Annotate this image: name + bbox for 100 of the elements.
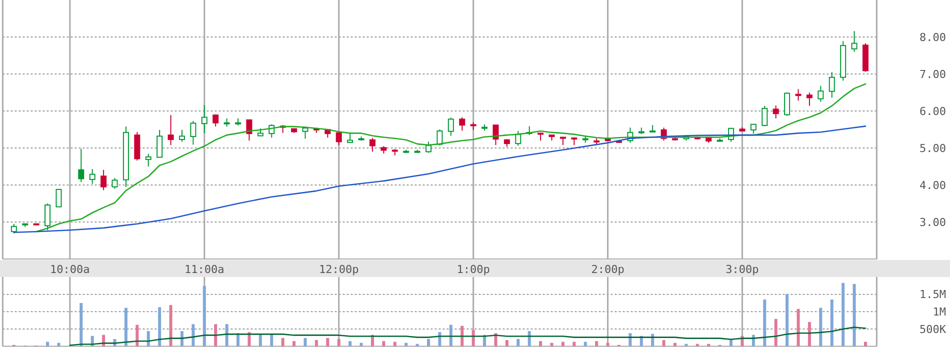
candlestick <box>178 129 185 142</box>
bar <box>774 318 778 346</box>
bar <box>214 324 218 346</box>
bar <box>258 334 262 346</box>
x-tick-label: 12:00p <box>318 263 359 276</box>
candlestick <box>828 72 835 98</box>
y-tick-label: 1M <box>932 306 946 318</box>
bar <box>584 342 587 346</box>
bar <box>696 344 699 346</box>
bar <box>169 305 172 346</box>
candlestick <box>190 120 196 146</box>
bar <box>674 342 677 346</box>
candlestick <box>168 114 174 146</box>
candlestick <box>336 132 342 146</box>
candlestick <box>156 129 163 158</box>
bar <box>819 308 822 346</box>
bar <box>270 334 274 346</box>
bar <box>842 282 845 346</box>
candlestick <box>436 129 443 146</box>
y-tick-label: 1.5M <box>920 288 946 302</box>
candlestick <box>100 169 107 191</box>
x-tick-label: 3:00p <box>726 263 759 276</box>
y-tick-label: 7.00 <box>920 68 946 81</box>
candlestick <box>426 141 432 154</box>
bar <box>472 330 475 346</box>
bar <box>449 324 452 346</box>
bar <box>281 338 284 346</box>
bar <box>460 326 464 346</box>
candlestick <box>750 124 756 134</box>
bar <box>393 342 396 346</box>
candlestick <box>246 119 252 142</box>
bar <box>146 331 150 346</box>
bar <box>572 342 576 346</box>
candlestick <box>772 104 779 119</box>
y-tick-label: 3.00 <box>920 216 946 229</box>
bar <box>808 322 811 346</box>
bar <box>46 342 50 346</box>
candlestick <box>762 105 768 127</box>
line-series <box>69 326 866 346</box>
bar <box>180 331 184 346</box>
bar <box>830 300 834 346</box>
bar <box>516 339 520 346</box>
x-tick-label: 11:00a <box>184 263 224 276</box>
candlestick <box>201 104 208 134</box>
candlestick <box>10 223 17 234</box>
bar <box>763 300 766 346</box>
x-tick-label: 2:00p <box>591 263 624 276</box>
bar <box>382 341 386 346</box>
bar <box>360 342 363 346</box>
bar <box>864 342 867 346</box>
candlestick <box>369 138 376 152</box>
candlestick <box>459 116 466 132</box>
candlestick <box>795 88 802 102</box>
bar <box>202 286 206 346</box>
bar <box>427 339 430 346</box>
candlestick <box>78 148 84 183</box>
bar <box>404 342 408 346</box>
y-tick-label: 4.00 <box>920 178 946 192</box>
bar <box>505 340 508 346</box>
candlestick <box>806 92 812 106</box>
x-tick-label: 1:00p <box>456 263 490 276</box>
bar <box>314 340 318 346</box>
bar <box>136 324 139 346</box>
candlestick <box>145 153 152 167</box>
y-tick-label: 8.00 <box>920 30 946 44</box>
candlestick <box>212 114 219 128</box>
line-series <box>36 83 866 232</box>
candlestick <box>492 124 499 146</box>
bar <box>57 342 60 346</box>
bar <box>550 342 554 346</box>
bar <box>528 331 531 346</box>
bar <box>80 302 83 346</box>
bar <box>539 341 542 346</box>
bar <box>158 307 162 346</box>
bar <box>416 344 419 346</box>
bar <box>337 339 340 346</box>
candlestick <box>44 203 51 231</box>
candlestick <box>851 30 858 52</box>
bar <box>595 341 598 346</box>
candlestick <box>56 188 62 208</box>
candlestick <box>515 130 522 146</box>
bar <box>852 284 856 346</box>
candlestick <box>89 168 96 184</box>
bar <box>304 338 307 346</box>
bar <box>326 338 330 346</box>
bar <box>684 344 688 346</box>
bar <box>192 324 195 346</box>
y-tick-label: 5.00 <box>920 142 946 155</box>
bar <box>124 308 128 346</box>
candlestick <box>784 92 790 116</box>
y-tick-label: 500K <box>920 322 946 336</box>
bar <box>796 308 800 346</box>
bar <box>786 294 789 346</box>
bar <box>662 340 666 346</box>
bar <box>348 341 352 346</box>
bar <box>561 342 564 346</box>
bar <box>606 342 610 346</box>
bar <box>225 324 228 346</box>
bar <box>707 344 710 346</box>
bar <box>292 341 296 346</box>
